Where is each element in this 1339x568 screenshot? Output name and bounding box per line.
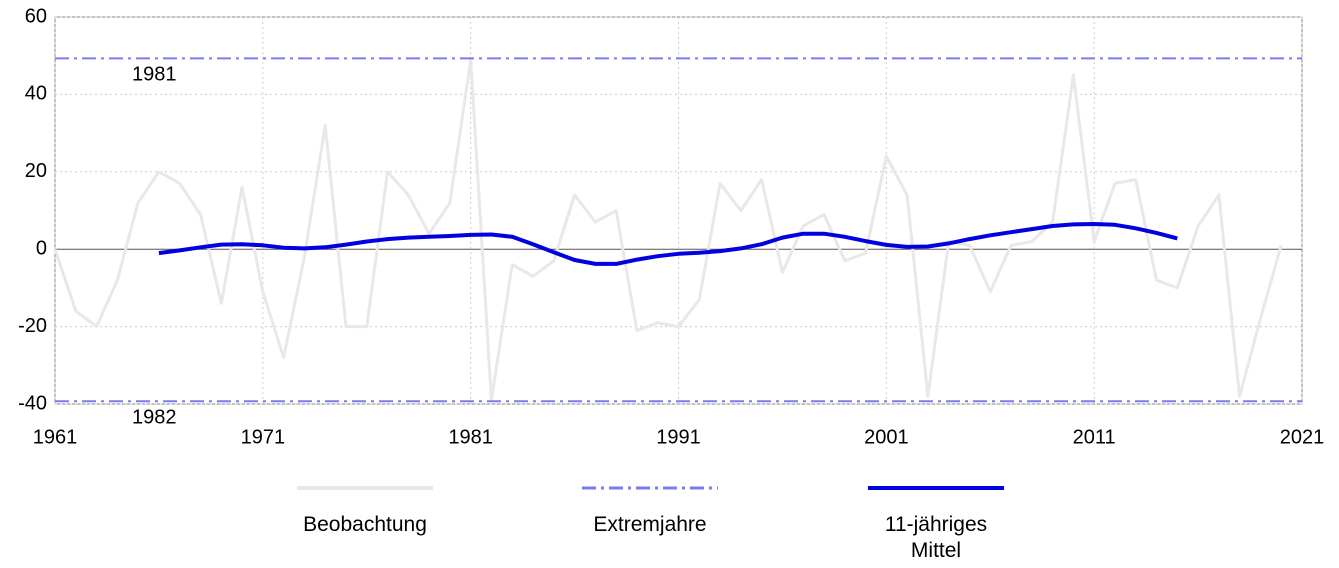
legend-label: Extremjahre xyxy=(593,513,707,536)
y-tick-label: -40 xyxy=(18,392,47,414)
y-tick-label: 40 xyxy=(25,83,47,105)
y-tick-label: 60 xyxy=(25,5,47,27)
x-tick-label: 1971 xyxy=(241,426,286,448)
x-tick-label: 1961 xyxy=(33,426,78,448)
y-tick-label: -20 xyxy=(18,315,47,337)
reference-label: 1982 xyxy=(132,407,177,429)
legend-label: 11-jähriges Mittel xyxy=(884,513,988,562)
x-tick-label: 2001 xyxy=(864,426,909,448)
series-line xyxy=(158,222,1178,266)
legend-label: Beobachtung xyxy=(303,513,427,536)
y-tick-label: 20 xyxy=(25,160,47,182)
plot-area xyxy=(54,16,1303,405)
x-tick-label: 2011 xyxy=(1073,426,1116,448)
reference-label: 1981 xyxy=(132,64,177,86)
x-tick-label: 1991 xyxy=(656,426,701,448)
x-tick-label: 1981 xyxy=(448,426,493,448)
y-tick-label: 0 xyxy=(36,237,47,259)
series-line xyxy=(53,58,1283,402)
x-tick-label: 2021 xyxy=(1280,426,1325,448)
